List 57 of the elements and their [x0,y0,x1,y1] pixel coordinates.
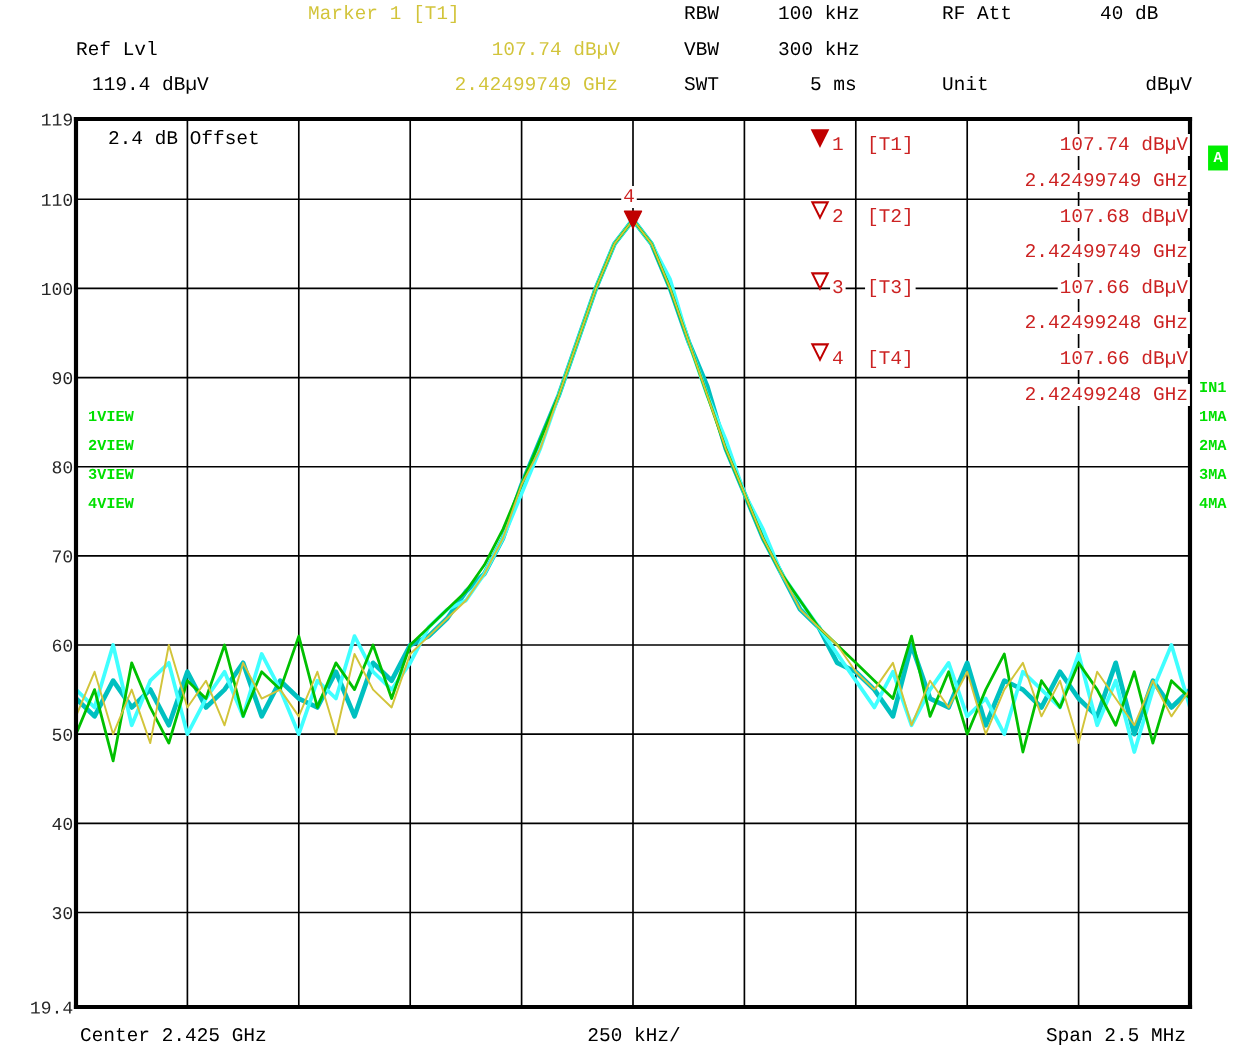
annotation: 4VIEW [88,497,134,508]
annotation: [T1] [870,135,910,155]
annotation: 3VIEW [88,468,134,480]
annotation: 2.42499248 GHz [1025,387,1187,401]
text: VBW [684,42,719,56]
text: 40 dB [1100,4,1158,20]
annotation: 2.42499749 GHz [1025,244,1187,258]
annotation: 2VIEW [88,439,134,450]
text: Ref Lvl [77,40,157,56]
y-tick-label: 19.4 [31,1001,73,1014]
text: SWT [684,77,719,91]
text: Marker 1 [T1] [309,4,456,24]
text: 107.74 dBµV [493,40,620,59]
annotation: 1 [833,137,843,151]
y-tick-label: 90 [52,372,73,385]
text: A [1213,151,1223,162]
annotation: [T3] [870,278,910,298]
text: Center 2.425 GHz [81,1028,266,1042]
y-tick-label: 110 [42,193,73,206]
annotation: 107.74 dBµV [1061,135,1188,154]
text: RF Att [943,6,1010,20]
annotation: [T2] [870,207,910,227]
text: Unit [943,75,987,91]
y-tick-label: 100 [42,282,73,296]
text: 300 kHz [779,40,859,56]
y-tick-label: 80 [52,461,73,474]
text: 4MA [1199,497,1227,508]
text: 2.42499749 GHz [455,77,617,91]
annotation: 1VIEW [89,410,134,421]
y-tick-label: 70 [52,550,73,563]
y-tick-label: 40 [52,817,73,831]
y-tick-label: 60 [52,639,73,652]
text: 1MA [1200,410,1227,421]
text: dBµV [1146,75,1192,94]
y-tick-label: 30 [52,906,73,920]
annotation: 107.68 dBµV [1061,207,1188,226]
text: RBW [685,6,719,20]
y-tick-label: 119 [42,113,72,126]
text: 2MA [1199,439,1227,450]
text: 3MA [1199,468,1227,480]
annotation: [T4] [870,349,910,369]
annotation: 2.4 dB Offset [109,129,258,145]
annotation: 4 [624,189,634,203]
text: Span 2.5 MHz [1046,1028,1185,1046]
annotation: 3 [833,280,843,294]
annotation: 107.66 dBµV [1061,278,1188,297]
annotation: 2.42499248 GHz [1025,315,1187,329]
annotation: 2 [833,209,843,223]
text: 5 ms [811,77,856,91]
annotation: 4 [832,351,843,365]
text: 250 kHz/ [588,1026,680,1042]
y-tick-label: 50 [52,728,73,741]
annotation: 2.42499749 GHz [1025,173,1187,187]
text: 119.4 dBµV [93,75,209,94]
text: 100 kHz [779,4,859,20]
text: IN1 [1200,381,1226,392]
annotation: 107.66 dBµV [1061,349,1188,368]
